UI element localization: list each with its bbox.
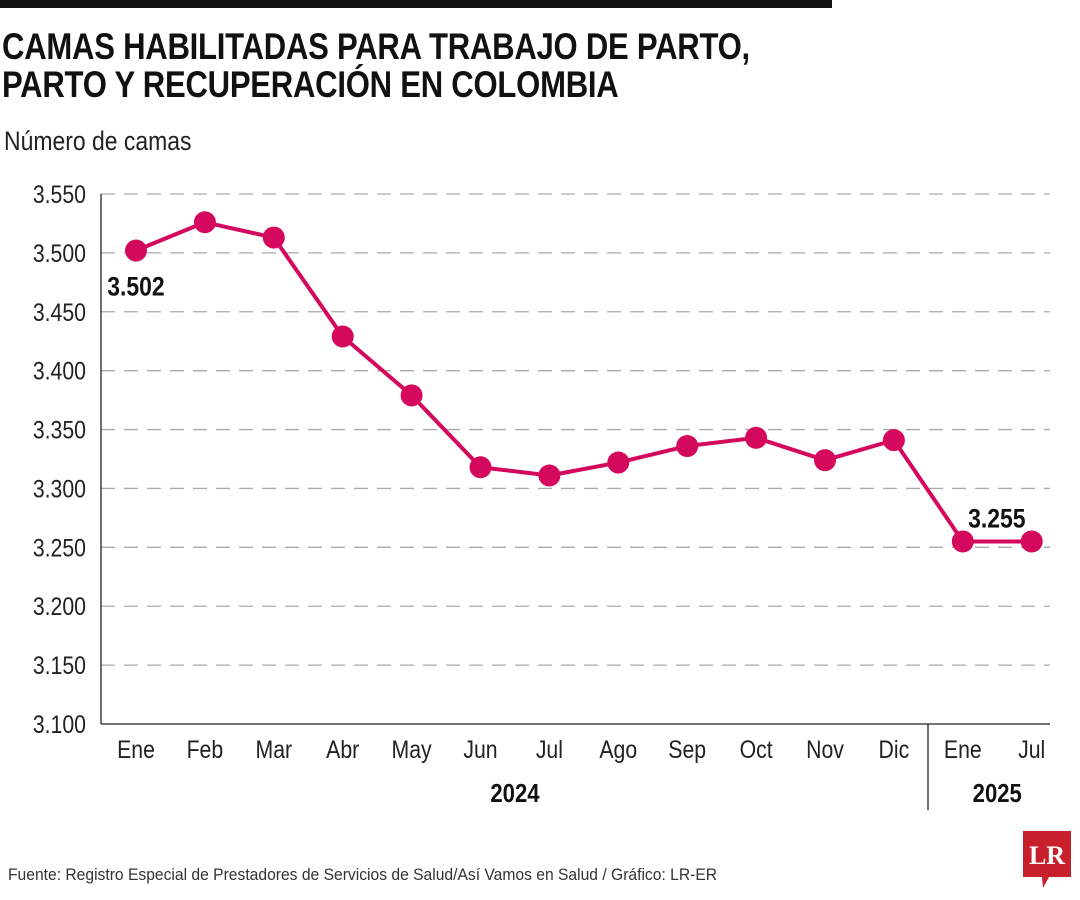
data-point xyxy=(538,464,561,487)
x-tick-label: Nov xyxy=(806,735,844,763)
data-point xyxy=(882,429,905,452)
x-tick-label: Jul xyxy=(1018,735,1045,763)
data-point xyxy=(469,456,492,479)
x-tick-label: Feb xyxy=(187,735,224,763)
data-point xyxy=(1020,530,1043,553)
data-point xyxy=(745,426,768,449)
series-line xyxy=(135,220,1032,544)
y-tick-label: 3.350 xyxy=(33,416,86,444)
chart-title-line1: CAMAS HABILITADAS PARA TRABAJO DE PARTO, xyxy=(2,26,750,67)
y-tick-label: 3.100 xyxy=(33,710,86,738)
x-tick-label: Dic xyxy=(879,735,910,763)
y-tick-label: 3.550 xyxy=(33,180,86,208)
x-tick-label: Mar xyxy=(256,735,293,763)
y-axis-label: Número de camas xyxy=(4,126,192,156)
svg-text:LR: LR xyxy=(1029,841,1065,870)
chart-title-line2: PARTO Y RECUPERACIÓN EN COLOMBIA xyxy=(2,64,619,105)
data-point xyxy=(676,435,699,458)
x-tick-label: Ene xyxy=(117,735,155,763)
y-tick-label: 3.450 xyxy=(33,298,86,326)
y-tick-label: 3.150 xyxy=(33,651,86,679)
data-point xyxy=(125,239,147,262)
data-point xyxy=(262,226,285,249)
data-point xyxy=(607,451,630,474)
data-point xyxy=(951,530,974,553)
data-label: 3.502 xyxy=(107,272,164,302)
x-tick-label: Abr xyxy=(326,735,359,763)
x-tick-label: Jun xyxy=(463,735,497,763)
y-tick-label: 3.400 xyxy=(33,357,86,385)
data-point xyxy=(193,211,216,234)
x-tick-label: Ene xyxy=(944,735,982,763)
data-label: 3.255 xyxy=(968,504,1025,534)
x-tick-label: Ago xyxy=(599,735,637,763)
year-label: 2024 xyxy=(490,779,540,808)
line-chart: 3.100 3.150 3.200 3.250 3.300 3.350 3.400 3.450… xyxy=(33,180,1050,810)
lr-logo: LR xyxy=(1023,831,1071,888)
x-tick-label: Jul xyxy=(536,735,563,763)
x-tick-label: Sep xyxy=(668,735,706,763)
top-bar xyxy=(0,0,832,8)
data-point xyxy=(814,449,836,472)
x-tick-label: May xyxy=(392,735,432,763)
x-tick-label: Oct xyxy=(740,735,774,763)
y-tick-label: 3.250 xyxy=(33,534,86,562)
y-tick-label: 3.500 xyxy=(33,239,86,267)
data-point xyxy=(331,325,354,348)
data-point xyxy=(400,384,423,407)
year-label: 2025 xyxy=(973,779,1022,808)
source-note: Fuente: Registro Especial de Prestadores… xyxy=(8,865,718,884)
y-tick-label: 3.300 xyxy=(33,475,86,503)
y-tick-label: 3.200 xyxy=(33,593,86,621)
